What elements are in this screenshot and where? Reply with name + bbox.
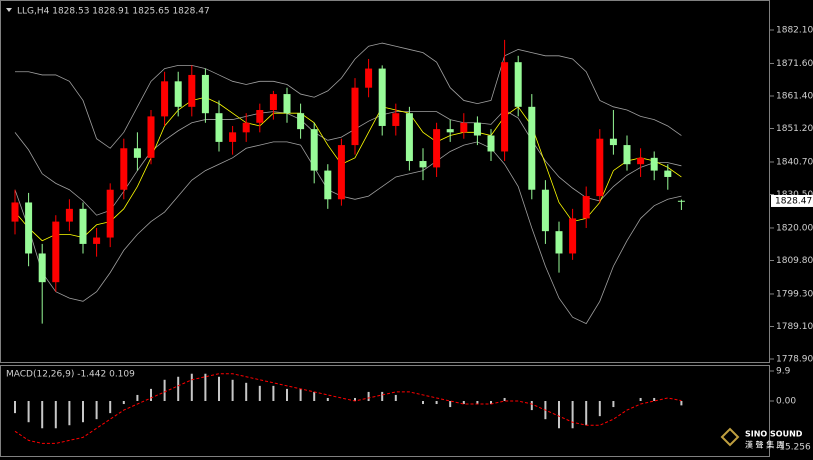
y-tick-label: 0.00 <box>776 397 796 407</box>
macd-title: MACD(12,26,9) -1.442 0.109 <box>6 370 135 380</box>
y-tick-label: 1809.80 <box>776 256 813 266</box>
y-tick-label: 1871.60 <box>776 59 813 69</box>
candle-body <box>283 94 291 114</box>
candle-body <box>79 208 87 244</box>
candle-body <box>623 145 631 165</box>
y-tick-label: 1861.40 <box>776 91 813 101</box>
watermark-en: SINO SOUND <box>745 430 803 439</box>
candle-body <box>351 87 359 146</box>
y-tick-label: 9.9 <box>776 367 791 377</box>
candle-body <box>528 106 536 190</box>
candle-body <box>52 221 60 283</box>
chart-title: LLG,H4 1828.53 1828.91 1825.65 1828.47 <box>17 7 210 17</box>
candle-body <box>11 202 19 222</box>
candle-body <box>541 189 549 232</box>
y-tick-label: 1778.90 <box>776 355 813 365</box>
menu-arrow <box>6 8 12 12</box>
y-tick-label: 1820.00 <box>776 223 813 233</box>
candle-body <box>93 237 101 244</box>
y-tick-label: 1840.70 <box>776 157 813 167</box>
bollinger-band <box>15 42 682 149</box>
main-panel-frame <box>0 0 770 363</box>
candle-body <box>433 129 441 168</box>
candle-body <box>174 81 182 107</box>
candle-body <box>256 110 264 123</box>
candle-body <box>650 157 658 171</box>
candle-body <box>487 135 495 152</box>
candle-body <box>514 62 522 107</box>
candle-body <box>501 62 509 152</box>
moving-average <box>14 96 682 242</box>
candle-body <box>378 68 386 126</box>
candle-body <box>569 218 577 254</box>
candle-body <box>297 113 305 130</box>
candle-body <box>25 202 33 254</box>
logo <box>720 427 740 447</box>
candle-body <box>473 122 481 136</box>
candle-body <box>310 129 318 171</box>
candle-body <box>242 122 250 133</box>
candle-body <box>161 81 169 117</box>
candle-body <box>365 68 373 88</box>
candle-body <box>392 113 400 126</box>
candle-body <box>582 196 590 219</box>
candle-body <box>637 157 645 165</box>
candle-body <box>446 129 454 133</box>
candle-body <box>147 116 155 158</box>
bollinger-band <box>14 141 682 325</box>
candle-body <box>596 138 604 197</box>
last-price-label: 1828.47 <box>775 196 812 206</box>
candle-body <box>324 170 332 200</box>
candle-body <box>555 231 563 254</box>
candle-body <box>38 253 46 283</box>
candle-body <box>269 94 277 111</box>
candle-body <box>201 74 209 114</box>
last-price-box <box>771 194 813 207</box>
candle-body <box>419 161 427 168</box>
candle-body <box>664 170 672 177</box>
y-tick-label: -15.256 <box>776 443 811 453</box>
watermark-zh: 漢 聲 集 團 <box>745 440 785 450</box>
macd-panel-frame <box>0 365 770 457</box>
candle-body <box>215 113 223 142</box>
candle-body <box>106 189 114 238</box>
candle-body <box>188 74 196 107</box>
y-tick-label: 1851.20 <box>776 124 813 134</box>
candle-body <box>460 122 468 133</box>
candle-body <box>677 200 685 202</box>
candle-body <box>229 132 237 142</box>
candle-body <box>405 113 413 162</box>
candle-body <box>609 138 617 146</box>
macd-signal <box>14 373 682 444</box>
y-tick-label: 1882.10 <box>776 25 813 35</box>
candle-body <box>120 148 128 190</box>
candle-body <box>337 145 345 200</box>
y-tick-label: 1789.10 <box>776 322 813 332</box>
watermark: SINO SOUND 漢 聲 集 團 <box>720 427 803 450</box>
candle-body <box>133 148 141 158</box>
y-tick-label: 1799.30 <box>776 289 813 299</box>
candle-body <box>65 208 73 222</box>
